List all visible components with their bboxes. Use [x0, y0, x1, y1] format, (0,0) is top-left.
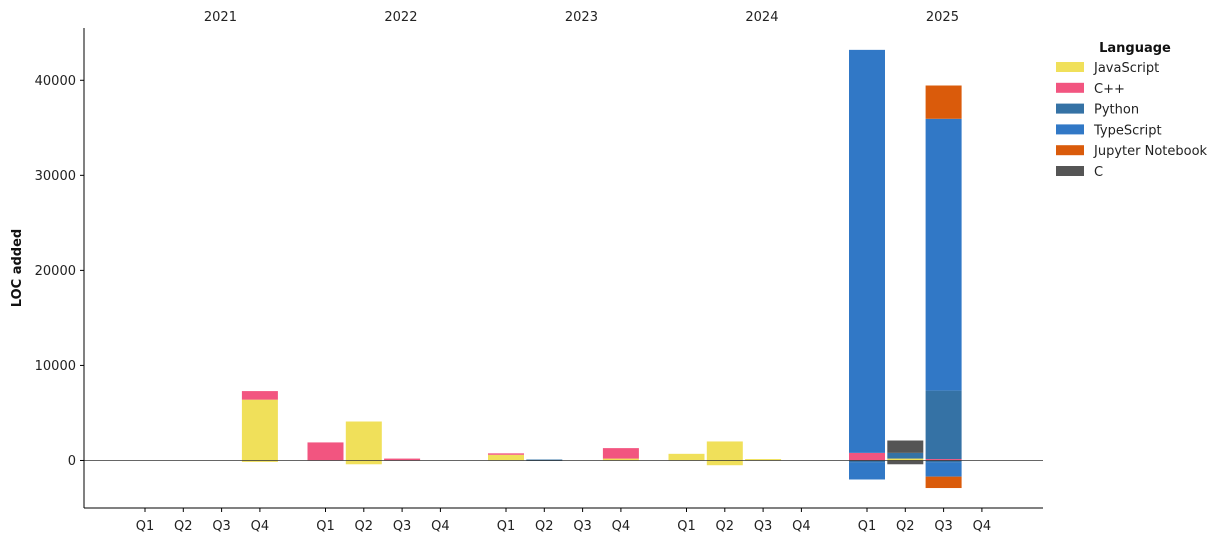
year-label-2021: 2021	[204, 10, 237, 25]
y-tick-label: 40000	[35, 74, 76, 89]
x-tick-label-q3: Q3	[212, 519, 231, 534]
y-tick-label: 30000	[35, 169, 76, 184]
bar-javascript-2024-q2	[706, 441, 743, 461]
x-tick-label-q3: Q3	[934, 519, 953, 534]
bar-neg-python-2025-q3	[925, 460, 962, 463]
bar-javascript-2023-q4	[602, 458, 639, 461]
legend-swatch-c	[1056, 166, 1084, 176]
legend-label-c: C	[1094, 165, 1103, 180]
y-tick-label: 20000	[35, 264, 76, 279]
legend-label-python: Python	[1094, 103, 1139, 118]
x-tick-label-q4: Q4	[251, 519, 270, 534]
legend-swatch-javascript	[1056, 62, 1084, 72]
legend-swatch-python	[1056, 103, 1084, 114]
bars-layer	[241, 49, 962, 489]
legend-label-jupyter-notebook: Jupyter Notebook	[1093, 144, 1208, 159]
x-tick-label-q1: Q1	[136, 519, 155, 534]
bar-javascript-2025-q2	[887, 458, 924, 461]
year-label-2024: 2024	[745, 10, 778, 25]
bar-c++-2021-q4	[241, 391, 278, 400]
x-tick-label-q3: Q3	[754, 519, 773, 534]
bar-neg-javascript-2024-q2	[706, 460, 743, 466]
y-tick-label: 0	[68, 454, 76, 469]
year-label-2022: 2022	[384, 10, 417, 25]
x-tick-label-q4: Q4	[973, 519, 992, 534]
x-tick-label-q3: Q3	[573, 519, 592, 534]
x-tick-label-q1: Q1	[316, 519, 335, 534]
bar-python-2023-q2	[526, 459, 563, 461]
bar-c++-2022-q1	[307, 442, 344, 461]
legend-swatch-c++	[1056, 82, 1084, 93]
bar-c++-2025-q3	[925, 459, 962, 461]
legend-swatch-typescript	[1056, 124, 1084, 135]
bar-c++-2023-q4	[602, 448, 639, 459]
bar-c++-2025-q1	[849, 452, 885, 461]
y-tick-label: 10000	[35, 359, 76, 374]
x-tick-label-q1: Q1	[497, 519, 516, 534]
x-tick-label-q2: Q2	[896, 519, 915, 534]
bar-c++-2022-q3	[384, 458, 421, 461]
x-tick-label-q2: Q2	[174, 519, 193, 534]
bar-javascript-2023-q1	[488, 454, 524, 461]
bar-typescript-2025-q3	[925, 118, 962, 391]
legend-label-c++: C++	[1094, 82, 1125, 97]
legend-label-javascript: JavaScript	[1093, 61, 1159, 76]
bar-python-2025-q2	[887, 452, 924, 459]
bar-neg-typescript-2025-q3	[925, 462, 962, 477]
bar-javascript-2021-q4	[241, 399, 278, 461]
legend: Language JavaScript C++ Python TypeScript Jup…	[1056, 41, 1208, 180]
bar-c-2025-q2	[887, 440, 924, 453]
bar-neg-javascript-2022-q2	[345, 460, 382, 465]
x-tick-label-q4: Q4	[792, 519, 811, 534]
bar-neg-typescript-2025-q1	[849, 462, 885, 480]
bar-neg-javascript-2021-q4	[241, 460, 278, 462]
y-axis-label: LOC added	[10, 229, 25, 307]
x-tick-label-q2: Q2	[535, 519, 554, 534]
x-tick-label-q4: Q4	[431, 519, 450, 534]
bar-neg-c-2025-q2	[887, 460, 924, 465]
bar-javascript-2024-q1	[668, 453, 705, 461]
bar-javascript-2022-q2	[345, 421, 382, 461]
x-tick-label-q3: Q3	[393, 519, 412, 534]
bar-javascript-2024-q3	[745, 459, 782, 461]
legend-swatch-jupyter-notebook	[1056, 145, 1084, 156]
bar-python-2025-q3	[925, 390, 962, 460]
x-tick-label-q2: Q2	[716, 519, 735, 534]
legend-title: Language	[1099, 41, 1171, 56]
bar-neg-python-2025-q1	[849, 460, 885, 463]
bar-c++-2023-q1	[488, 453, 524, 455]
bar-jupyter-notebook-2025-q3	[925, 85, 962, 119]
x-tick-label-q4: Q4	[612, 519, 631, 534]
x-tick-label-q1: Q1	[858, 519, 877, 534]
x-tick-label-q1: Q1	[677, 519, 696, 534]
bar-neg-jupyter-notebook-2025-q3	[925, 476, 962, 489]
legend-label-typescript: TypeScript	[1093, 123, 1162, 138]
bar-typescript-2025-q1	[849, 49, 885, 453]
year-label-2025: 2025	[926, 10, 959, 25]
year-label-2023: 2023	[565, 10, 598, 25]
x-tick-label-q2: Q2	[355, 519, 374, 534]
axes-layer: 0 10000 20000 30000 40000 LOC added Q1 Q2 Q3 Q4 20…	[10, 10, 1043, 534]
